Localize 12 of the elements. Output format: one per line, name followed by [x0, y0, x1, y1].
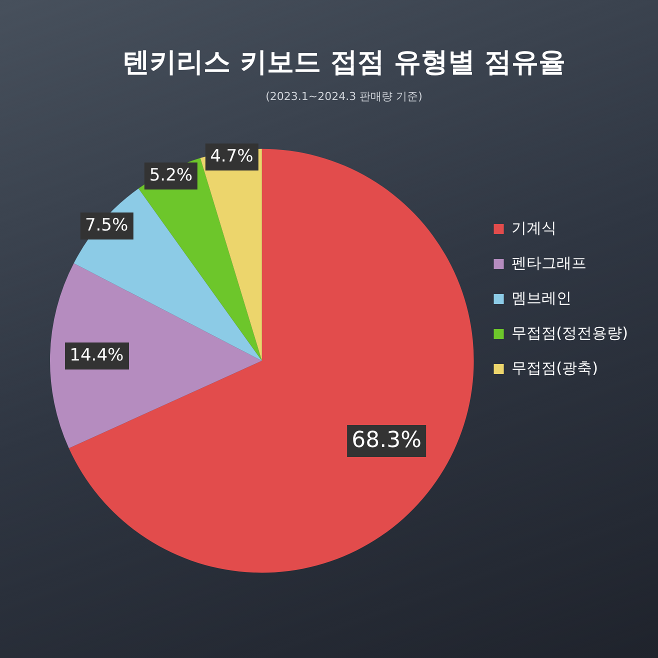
legend-label: 기계식	[511, 218, 556, 237]
data-label: 68.3%	[346, 425, 426, 458]
chart-title: 텐키리스 키보드 접점 유형별 점유율	[122, 47, 566, 78]
chart-subtitle: (2023.1~2024.3 판매량 기준)	[266, 90, 422, 103]
legend-label: 멤브레인	[511, 288, 572, 307]
data-label: 4.7%	[205, 144, 258, 171]
legend-label: 펜타그래프	[511, 254, 586, 272]
legend-label: 무접점(정전용량)	[511, 324, 628, 342]
data-label: 7.5%	[80, 212, 134, 240]
data-label: 14.4%	[64, 342, 129, 370]
legend-label: 무접점(광축)	[511, 358, 598, 377]
data-label: 5.2%	[144, 162, 198, 190]
